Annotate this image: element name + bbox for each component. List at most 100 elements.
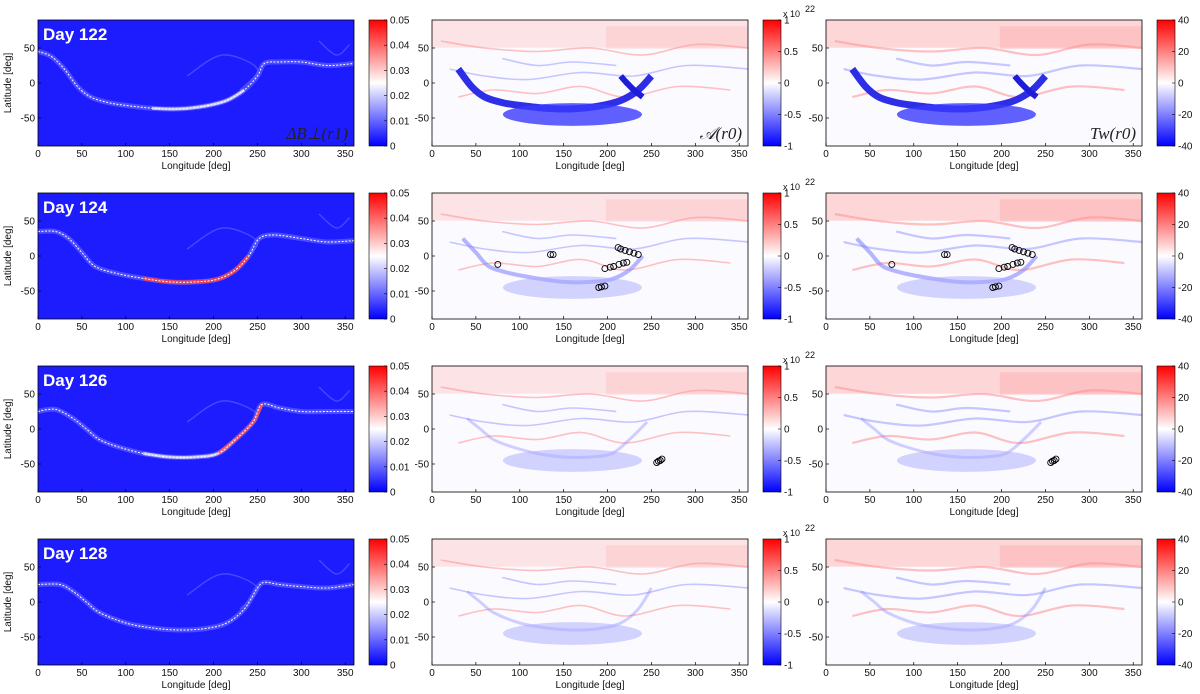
colorbar-tick-label: 0.02	[390, 264, 410, 275]
negative-structure	[618, 74, 645, 100]
colorbar-tick-label: 20	[1178, 220, 1190, 231]
panel-1-1: 0 50 100 150 200 250 300 350 Longitude [deg] 50 0 -…	[3, 16, 410, 173]
colorbar-tick-label: 0.5	[784, 566, 798, 577]
x-tick-label: 250	[1037, 668, 1054, 679]
colorbar-tick-label: 1	[784, 362, 790, 373]
swirl-structure	[318, 40, 351, 56]
colorbar-exponent: x 10	[783, 528, 800, 538]
x-tick-label: 350	[337, 668, 354, 679]
colorbar-tick-label: 1	[784, 16, 790, 27]
x-tick-label: 150	[949, 495, 966, 506]
colorbar-tick-label: 0	[390, 661, 396, 672]
colorbar-tick-label: 0	[1178, 252, 1184, 263]
x-tick-label: 150	[555, 149, 572, 160]
swirl-streak	[449, 237, 748, 254]
north-positive-band	[432, 193, 748, 221]
y-tick-label: 50	[24, 390, 36, 401]
colorbar	[368, 19, 388, 147]
y-tick-label: 50	[418, 563, 430, 574]
colorbar-exponent-power: 22	[805, 4, 815, 14]
colorbar-tick-label: -20	[1178, 110, 1193, 121]
colorbar-exponent: x 10	[783, 182, 800, 192]
x-tick-label: 100	[905, 149, 922, 160]
colorbar-tick-label: 0.03	[390, 585, 410, 596]
swirl-streak	[852, 85, 1125, 99]
neutral-line	[38, 51, 354, 110]
x-axis-label: Longitude [deg]	[162, 507, 231, 518]
colorbar-tick-label: -20	[1178, 456, 1193, 467]
x-tick-label: 200	[205, 322, 222, 333]
panel-4-2: 0 50 100 150 200 250 300 350 Longitude [deg] 50 0 -…	[415, 523, 815, 691]
x-tick-label: 250	[643, 495, 660, 506]
x-tick-label: 350	[337, 149, 354, 160]
north-positive-band	[999, 199, 1142, 222]
swirl-streak	[449, 410, 748, 427]
y-tick-label: -50	[415, 287, 430, 298]
colorbar-tick-label: -20	[1178, 629, 1193, 640]
x-axis-label: Longitude [deg]	[950, 507, 1019, 518]
swirl-streak	[852, 258, 1125, 272]
colorbar-tick-label: -0.5	[784, 629, 802, 640]
event-marker	[941, 251, 948, 259]
x-tick-label: 100	[511, 149, 528, 160]
colorbar	[368, 192, 388, 320]
event-marker	[634, 251, 642, 259]
day-label: Day 126	[43, 371, 107, 390]
y-tick-label: -50	[21, 633, 36, 644]
y-tick-label: 0	[423, 425, 429, 436]
north-positive-band	[432, 366, 748, 394]
event-marker	[549, 251, 557, 259]
event-marker	[623, 258, 631, 266]
swirl-streak	[502, 57, 617, 67]
swirl-streak	[843, 583, 1142, 600]
x-axis-label: Longitude [deg]	[950, 161, 1019, 172]
colorbar-tick-label: 0.03	[390, 412, 410, 423]
x-tick-label: 100	[905, 495, 922, 506]
event-marker	[494, 260, 502, 268]
y-tick-label: 50	[812, 390, 824, 401]
colorbar-tick-label: 0.02	[390, 437, 410, 448]
colorbar-tick-label: 0.05	[390, 16, 410, 27]
north-positive-band	[605, 199, 748, 222]
swirl-streak	[449, 583, 748, 600]
event-marker	[658, 455, 666, 463]
x-tick-label: 50	[864, 322, 876, 333]
negative-patch	[502, 103, 642, 126]
swirl-streak	[852, 431, 1125, 445]
colorbar-tick-label: 1	[784, 535, 790, 546]
y-axis-label: Latitude [deg]	[3, 571, 14, 632]
x-tick-label: 100	[511, 668, 528, 679]
swirl-streak	[895, 403, 1011, 413]
event-marker	[1011, 245, 1019, 253]
x-tick-label: 0	[429, 149, 435, 160]
y-axis-label: Latitude [deg]	[3, 225, 14, 286]
x-tick-label: 0	[823, 149, 829, 160]
x-tick-label: 50	[864, 668, 876, 679]
colorbar-tick-label: 0	[390, 315, 396, 326]
x-tick-label: 0	[35, 149, 41, 160]
x-tick-label: 250	[249, 668, 266, 679]
x-tick-label: 300	[1081, 149, 1098, 160]
y-tick-label: 0	[29, 598, 35, 609]
colorbar-tick-label: 0.04	[390, 560, 410, 571]
x-tick-label: 150	[949, 668, 966, 679]
swirl-streak	[502, 230, 617, 240]
x-tick-label: 150	[161, 495, 178, 506]
x-tick-label: 300	[293, 322, 310, 333]
north-positive-band	[605, 545, 748, 568]
event-marker	[597, 283, 605, 291]
north-positive-band	[826, 20, 1142, 48]
y-tick-label: -50	[809, 287, 824, 298]
event-marker	[995, 265, 1003, 273]
north-positive-band	[605, 372, 748, 395]
colorbar-tick-label: 0.5	[784, 220, 798, 231]
x-axis-label: Longitude [deg]	[556, 680, 625, 691]
swirl-streak	[449, 64, 748, 81]
x-tick-label: 50	[864, 495, 876, 506]
neutral-line	[38, 403, 354, 458]
quantity-label: 𝒜(r0)	[699, 124, 742, 143]
event-marker	[888, 260, 896, 268]
x-tick-label: 150	[161, 149, 178, 160]
x-tick-label: 200	[599, 149, 616, 160]
swirl-streak	[895, 576, 1011, 586]
